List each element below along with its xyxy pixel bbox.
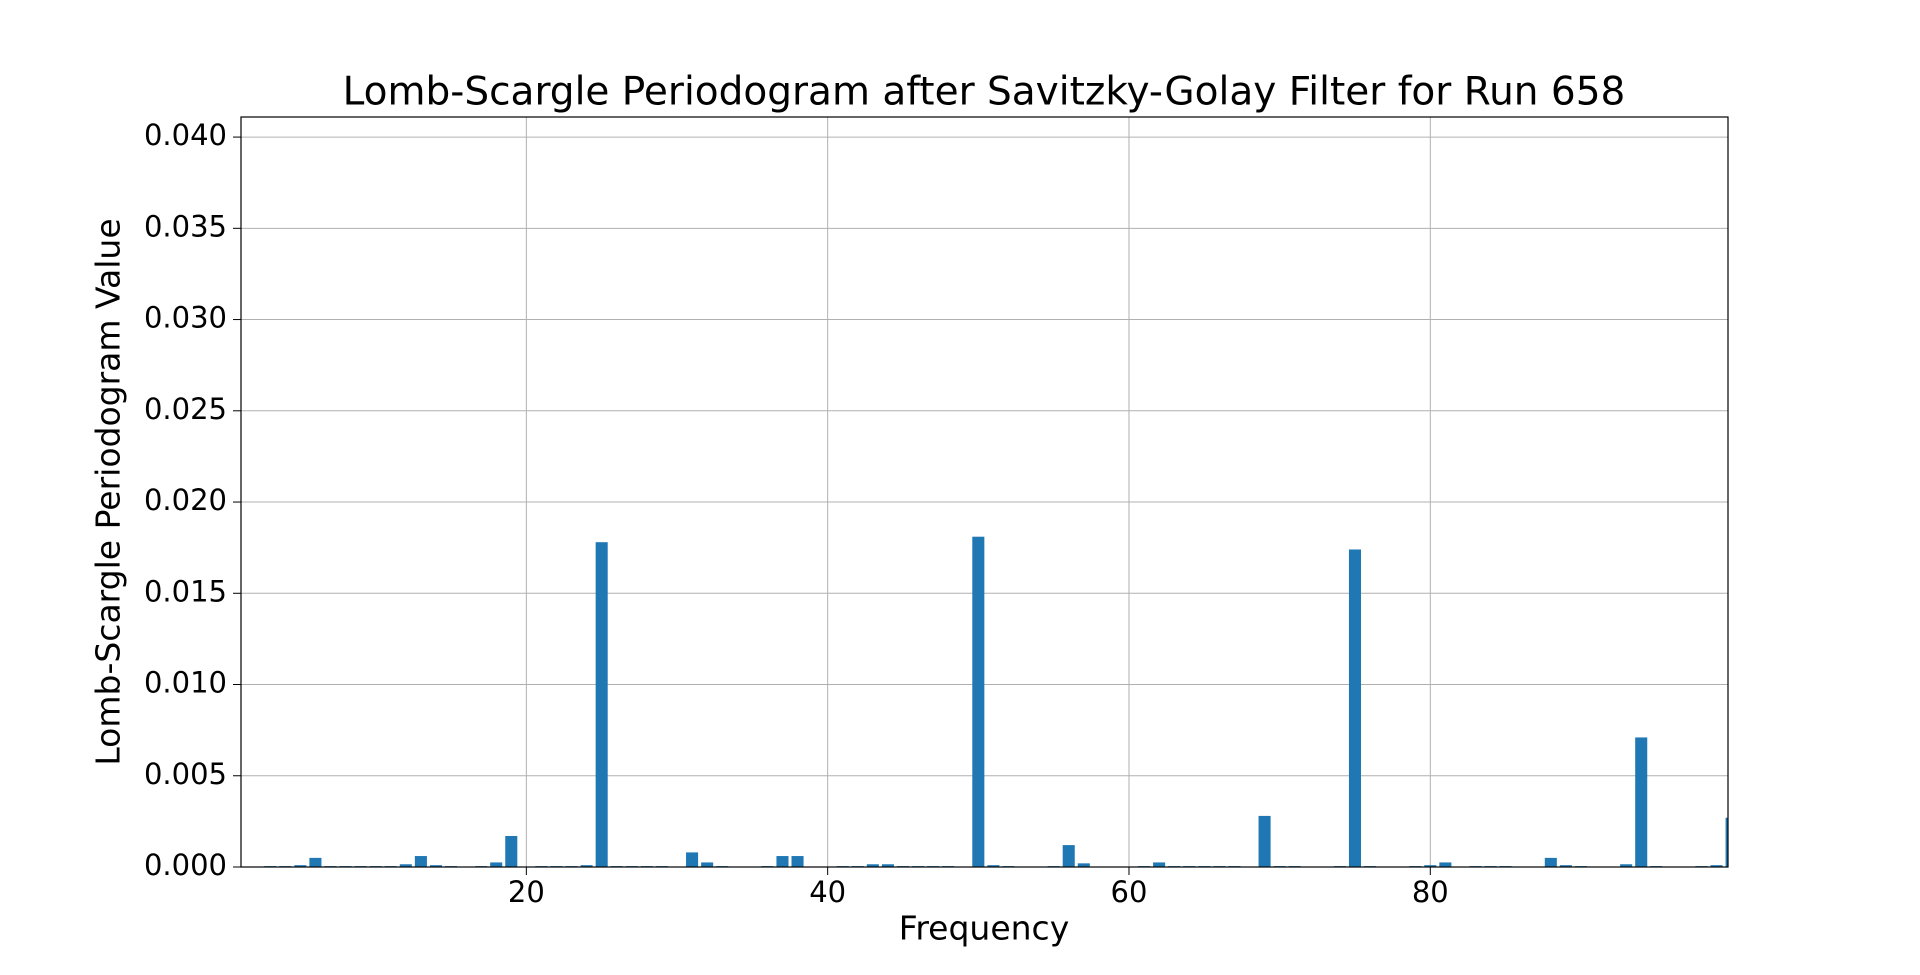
bar <box>1559 865 1572 867</box>
y-tick-label: 0.020 <box>144 483 227 517</box>
y-tick-label: 0.035 <box>144 209 227 243</box>
bar <box>1062 845 1075 867</box>
bars <box>264 536 1728 867</box>
bar <box>490 862 503 867</box>
bar <box>1710 865 1723 867</box>
bar <box>1620 864 1633 867</box>
y-tick-label: 0.010 <box>144 666 227 700</box>
bar <box>1153 862 1166 867</box>
bar <box>972 536 985 867</box>
chart-title: Lomb-Scargle Periodogram after Savitzky-… <box>343 70 1626 115</box>
bar <box>987 865 1000 867</box>
bar <box>686 852 699 867</box>
bar <box>429 865 442 867</box>
y-axis-label: Lomb-Scargle Periodogram Value <box>89 218 128 765</box>
bar <box>1424 865 1437 867</box>
bar <box>399 864 412 867</box>
y-tick-label: 0.000 <box>144 848 227 882</box>
bar <box>1077 863 1090 867</box>
bar <box>294 865 307 867</box>
y-tick-label: 0.005 <box>144 757 227 791</box>
y-tick-label: 0.030 <box>144 301 227 335</box>
bar <box>1439 862 1452 867</box>
bar <box>881 864 894 867</box>
bar <box>505 835 518 867</box>
x-tick-label: 80 <box>1412 875 1449 909</box>
bar <box>1544 857 1557 867</box>
bar <box>595 542 608 867</box>
bar <box>1725 817 1728 867</box>
bar <box>414 856 427 867</box>
grid <box>241 117 1728 868</box>
x-tick-label: 40 <box>809 875 846 909</box>
bar <box>776 856 789 867</box>
plot-frame <box>240 116 1729 868</box>
bar <box>309 857 322 867</box>
bar <box>1635 737 1648 867</box>
bar <box>701 862 714 867</box>
bar <box>866 864 879 867</box>
y-tick-label: 0.040 <box>144 118 227 152</box>
bar <box>1258 815 1271 867</box>
x-axis-label: Frequency <box>899 909 1069 948</box>
bar <box>791 856 804 867</box>
y-tick-label: 0.015 <box>144 574 227 608</box>
x-tick-label: 20 <box>508 875 545 909</box>
x-tick-label: 60 <box>1111 875 1148 909</box>
bar <box>1348 549 1361 867</box>
y-tick-label: 0.025 <box>144 392 227 426</box>
bar <box>580 865 593 867</box>
